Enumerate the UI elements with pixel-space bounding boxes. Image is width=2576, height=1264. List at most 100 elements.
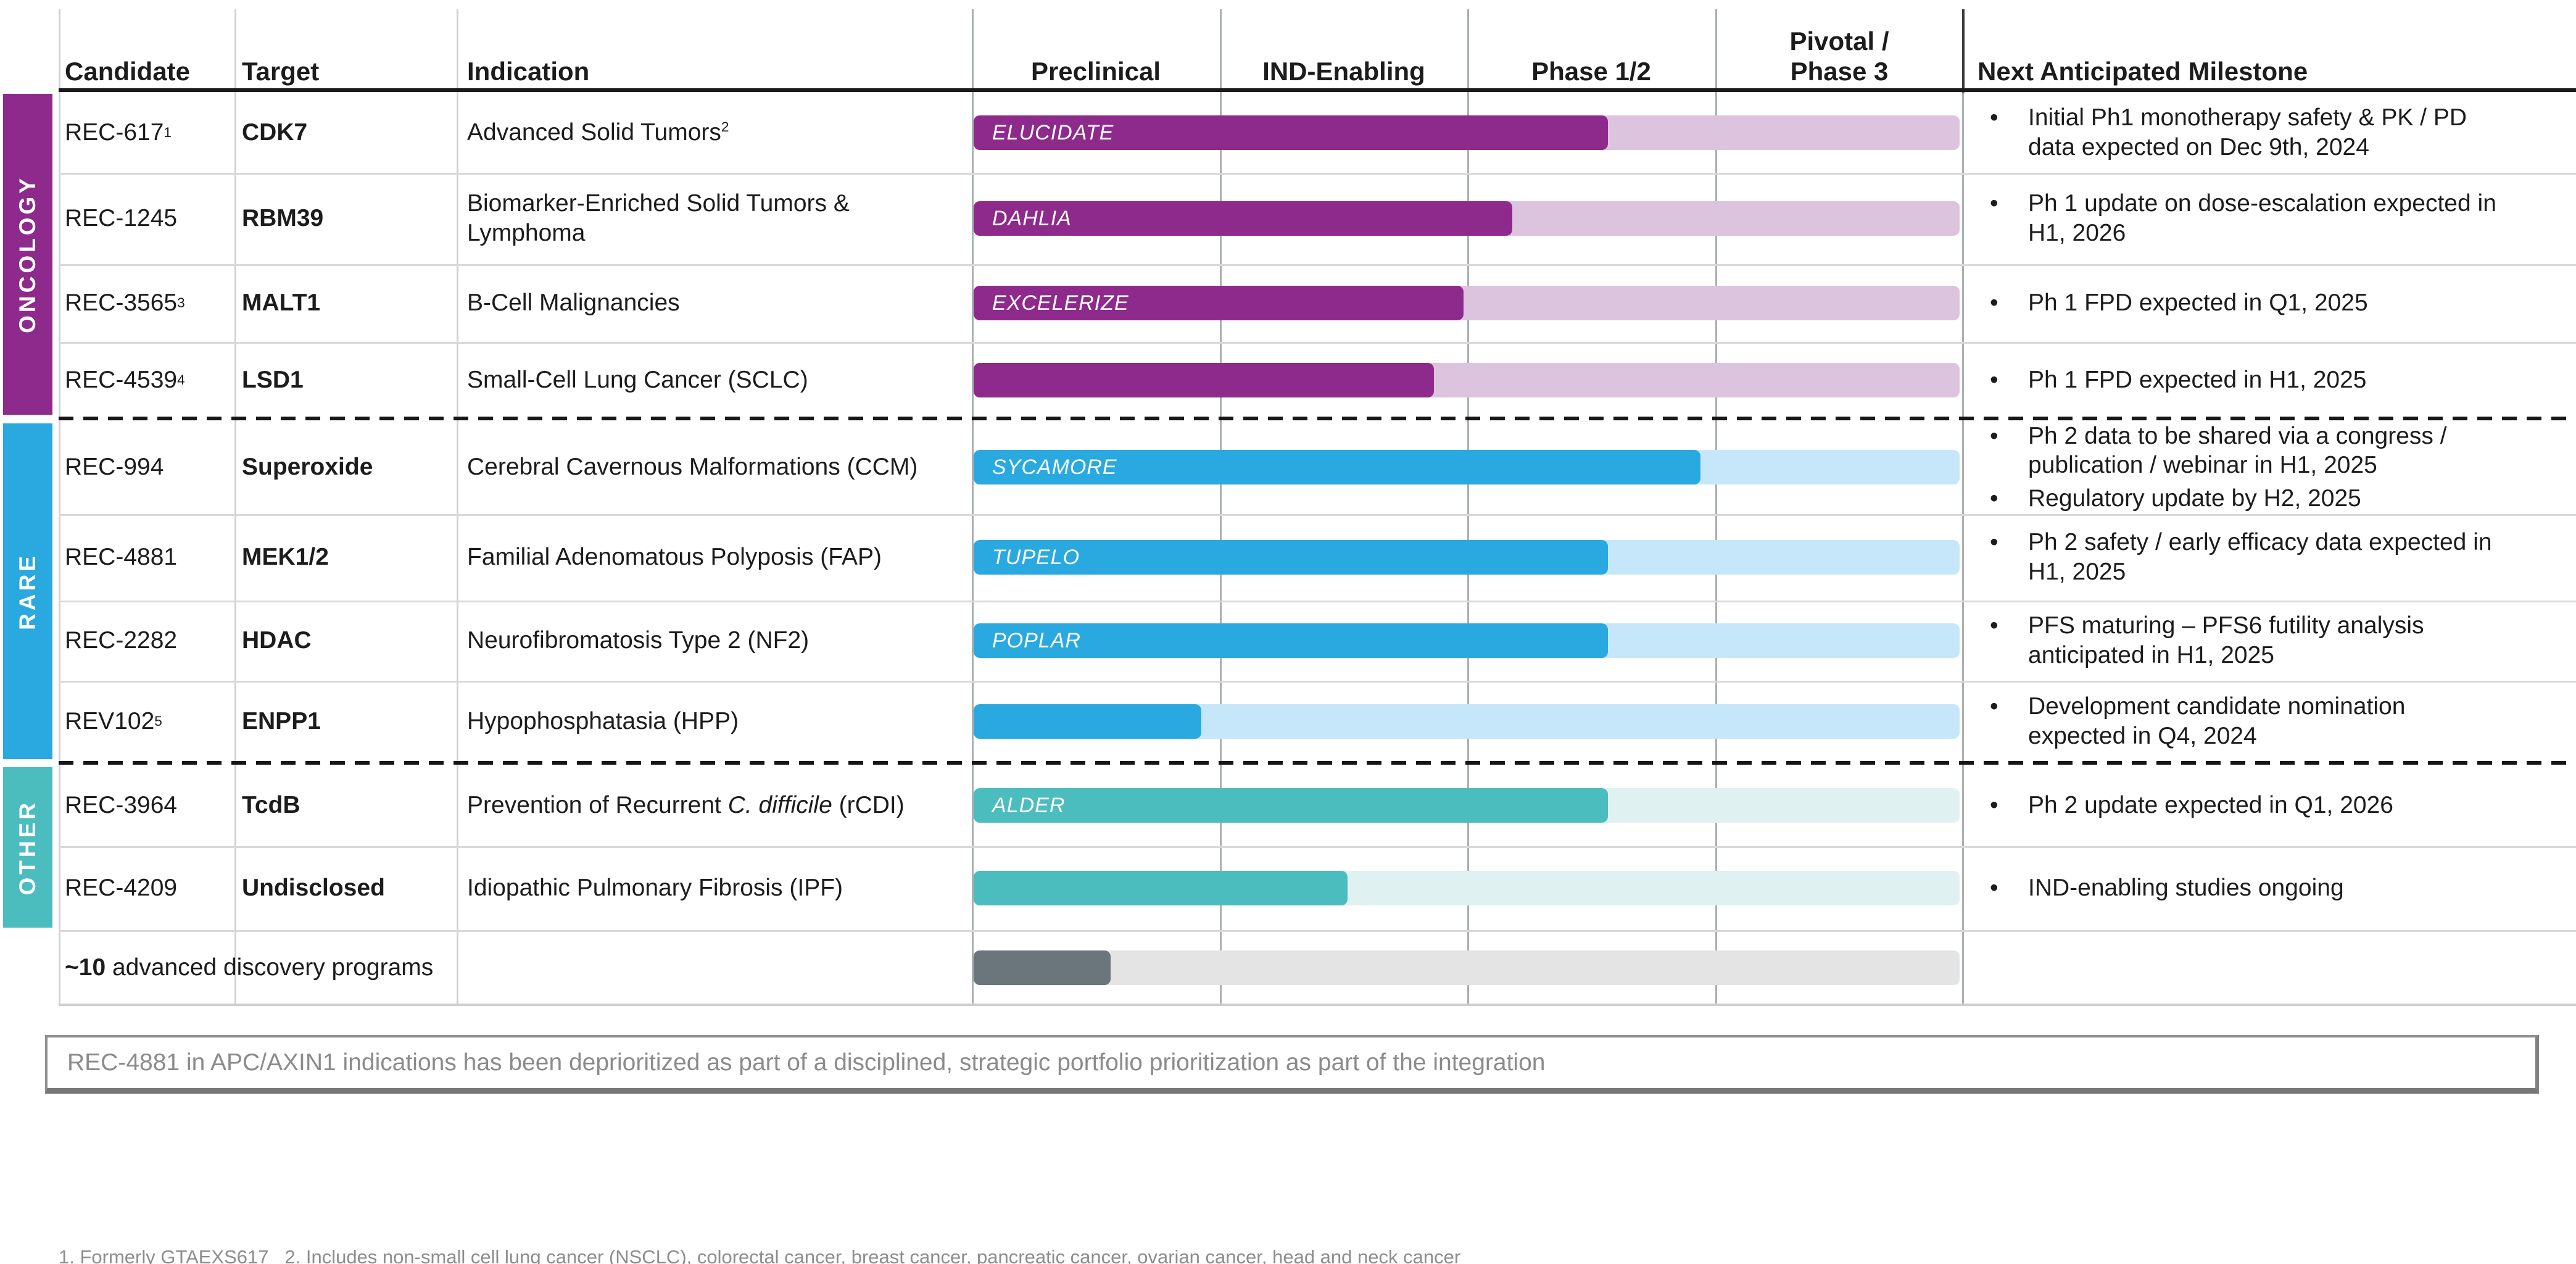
italic-pathogen-name: C. difficile: [727, 792, 832, 819]
footnote-ref: 2: [721, 119, 729, 135]
target-cell: RBM39: [242, 205, 324, 231]
progress-bar: DAHLIA: [974, 201, 1512, 236]
candidate-cell: REC-617 1: [65, 119, 172, 146]
stage-progress-track: ELUCIDATE: [974, 93, 1960, 173]
target-cell: Undisclosed: [242, 875, 385, 901]
footnotes: 1. Formerly GTAEXS617 2. Includes non-sm…: [59, 1192, 1460, 1264]
candidate-name: REC-4539: [65, 367, 178, 393]
trial-name-label: SYCAMORE: [992, 455, 1117, 479]
milestone-header-border: [1962, 9, 1965, 93]
oncology-rare-divider: [59, 417, 2576, 420]
row-separator: [59, 514, 2576, 516]
milestone-bullet: Ph 2 update expected in Q1, 2026: [1990, 791, 2520, 820]
candidate-target-divider: [234, 9, 236, 1005]
milestone-bullet: Ph 1 update on dose-escalation expected …: [1990, 189, 2520, 247]
progress-bar: [974, 871, 1348, 905]
stage-progress-track: TUPELO: [974, 514, 1960, 601]
indication-cell: B-Cell Malignancies: [467, 289, 680, 317]
progress-bar: EXCELERIZE: [974, 286, 1464, 320]
milestone-cell: Ph 2 update expected in Q1, 2026: [1990, 765, 2520, 846]
milestone-bullet: Development candidate nomination expecte…: [1990, 692, 2520, 750]
column-header-ind-enabling: IND-Enabling: [1262, 57, 1425, 86]
indication-cell: Idiopathic Pulmonary Fibrosis (IPF): [467, 875, 843, 902]
milestone-cell: PFS maturing – PFS6 futility analysis an…: [1990, 601, 2520, 681]
target-cell: Superoxide: [242, 454, 373, 480]
milestone-column-line: [1962, 9, 1964, 1005]
candidate-cell: REC-3565 3: [65, 289, 185, 316]
milestone-bullet: IND-enabling studies ongoing: [1990, 873, 2520, 903]
column-header-candidate: Candidate: [65, 57, 191, 86]
pipeline-row: REC-4539 4 LSD1 Small-Cell Lung Cancer (S…: [0, 342, 2576, 418]
trial-name-label: TUPELO: [992, 545, 1080, 569]
progress-bar: SYCAMORE: [974, 450, 1700, 484]
stage-progress-track: [974, 681, 1960, 762]
candidate-name: REC-4209: [65, 875, 178, 901]
pipeline-row: REC-4209 Undisclosed Idiopathic Pulmonar…: [0, 846, 2576, 930]
target-indication-divider: [457, 9, 458, 1005]
portfolio-note-box: REC-4881 in APC/AXIN1 indications has be…: [45, 1035, 2539, 1094]
stage-progress-track: [974, 846, 1960, 930]
indication-cell: Neurofibromatosis Type 2 (NF2): [467, 627, 810, 654]
indication-cell: Biomarker-Enriched Solid Tumors & Lympho…: [467, 190, 850, 246]
milestone-cell: Ph 1 FPD expected in H1, 2025: [1990, 342, 2520, 418]
rare-other-divider: [59, 761, 2576, 765]
indication-cell: Small-Cell Lung Cancer (SCLC): [467, 367, 808, 394]
column-header-preclinical: Preclinical: [1030, 57, 1161, 86]
trial-name-label: ELUCIDATE: [992, 120, 1114, 144]
table-bottom-border: [59, 1004, 2576, 1006]
milestone-bullet: Ph 1 FPD expected in H1, 2025: [1990, 365, 2520, 395]
candidate-cell: REC-4539 4: [65, 367, 185, 393]
milestone-bullet: Ph 2 safety / early efficacy data expect…: [1990, 528, 2520, 586]
candidate-cell: REC-994: [65, 420, 230, 514]
progress-bar: [974, 363, 1435, 397]
target-cell: TcdB: [242, 792, 300, 818]
trial-name-label: EXCELERIZE: [992, 291, 1129, 315]
pipeline-row: REC-2282 HDAC Neurofibromatosis Type 2 (…: [0, 601, 2576, 681]
indication-cell: Advanced Solid Tumors2: [467, 119, 729, 146]
progress-bar: ALDER: [974, 788, 1608, 823]
indication-cell: Hypophosphatasia (HPP): [467, 707, 739, 734]
milestone-cell: Ph 2 data to be shared via a congress / …: [1990, 420, 2520, 514]
header-underline: [59, 88, 2576, 92]
progress-bar: ELUCIDATE: [974, 115, 1608, 150]
discovery-programs-label: ~10 advanced discovery programs: [65, 954, 434, 981]
progress-bar: [974, 704, 1202, 739]
column-header-phase12: Phase 1/2: [1531, 57, 1651, 86]
ind-enabling-column-line: [1220, 9, 1222, 1005]
candidate-name: REC-1245: [65, 205, 178, 231]
milestone-bullet: Ph 1 FPD expected in Q1, 2025: [1990, 288, 2520, 318]
indication-cell: Prevention of Recurrent C. difficile (rC…: [467, 792, 905, 819]
portfolio-note-text: REC-4881 in APC/AXIN1 indications has be…: [67, 1049, 1546, 1076]
stage-progress-track: EXCELERIZE: [974, 264, 1960, 342]
indication-cell: Familial Adenomatous Polyposis (FAP): [467, 544, 882, 571]
group-label-oncology: ONCOLOGY: [3, 94, 52, 415]
milestone-cell: Ph 1 FPD expected in Q1, 2025: [1990, 264, 2520, 342]
stage-progress-track: DAHLIA: [974, 173, 1960, 264]
candidate-name: REC-3964: [65, 792, 178, 818]
row-separator: [59, 601, 2576, 602]
pipeline-row: REC-3964 TcdB Prevention of Recurrent C.…: [0, 765, 2576, 846]
milestone-bullet: Ph 2 data to be shared via a congress / …: [1990, 422, 2520, 480]
candidate-cell: REC-3964: [65, 765, 230, 846]
pipeline-row: REC-4881 MEK1/2 Familial Adenomatous Pol…: [0, 514, 2576, 601]
pipeline-row: REC-994 Superoxide Cerebral Cavernous Ma…: [0, 420, 2576, 514]
candidate-cell: REC-4881: [65, 514, 230, 601]
milestone-cell: Initial Ph1 monotherapy safety & PK / PD…: [1990, 93, 2520, 173]
progress-track-remaining: [974, 950, 1960, 985]
group-label-rare: RARE: [3, 423, 52, 759]
trial-name-label: DAHLIA: [992, 206, 1072, 230]
candidate-cell: REC-1245: [65, 173, 230, 264]
candidate-name: REC-617: [65, 119, 164, 146]
milestone-bullet: PFS maturing – PFS6 futility analysis an…: [1990, 611, 2520, 670]
candidate-name: REV102: [65, 707, 155, 734]
stage-progress-track: [974, 930, 1960, 1005]
progress-bar: [974, 950, 1111, 985]
milestone-cell: Ph 2 safety / early efficacy data expect…: [1990, 514, 2520, 601]
target-cell: CDK7: [242, 119, 308, 146]
target-cell: MALT1: [242, 289, 321, 316]
row-separator: [59, 930, 2576, 932]
phase12-column-line: [1467, 9, 1469, 1005]
candidate-cell: REC-4209: [65, 846, 230, 930]
